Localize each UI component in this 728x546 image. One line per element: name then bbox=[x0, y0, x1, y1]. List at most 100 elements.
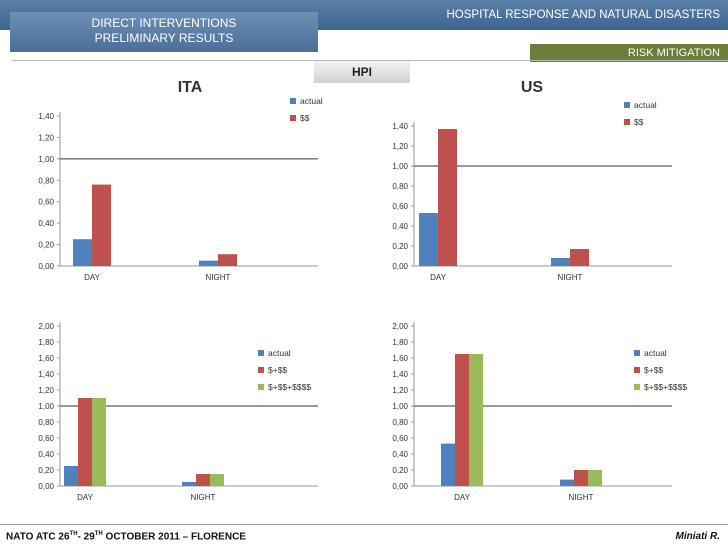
x-tick-label: DAY bbox=[84, 273, 101, 282]
y-tick-label: 1,00 bbox=[38, 402, 54, 411]
x-tick-label: NIGHT bbox=[191, 493, 216, 502]
bar-actual-night bbox=[199, 260, 218, 266]
footer-divider bbox=[0, 524, 728, 525]
legend-swatch bbox=[258, 367, 264, 373]
legend-label: actual bbox=[268, 348, 291, 358]
y-tick-label: 2,00 bbox=[392, 322, 408, 331]
section-line-1: DIRECT INTERVENTIONS bbox=[91, 16, 237, 30]
chart-us: US 0,00 0,20 0,40 0,60 0,80 1,00 1,20 1,40 DAY NIG… bbox=[392, 79, 672, 282]
x-tick-label: NIGHT bbox=[558, 273, 583, 282]
section-line-2: PRELIMINARY RESULTS bbox=[94, 31, 234, 45]
y-tick-label: 1,00 bbox=[392, 402, 408, 411]
legend-label: actual bbox=[634, 100, 657, 110]
x-tick-label: NIGHT bbox=[206, 273, 231, 282]
y-tick-label: 0,40 bbox=[392, 222, 408, 231]
legend-label: $+$$+$$$$ bbox=[644, 382, 687, 392]
bar-$$-day bbox=[438, 129, 457, 266]
legend-label: $+$$ bbox=[644, 365, 663, 375]
y-tick-label: 1,40 bbox=[38, 112, 54, 121]
legend-swatch bbox=[624, 102, 630, 108]
legend-swatch bbox=[258, 350, 264, 356]
bar-actual-day bbox=[64, 466, 78, 486]
y-tick-label: 1,80 bbox=[38, 338, 54, 347]
bar-$+$$+$$$$-day bbox=[92, 398, 106, 486]
legend-label: $$ bbox=[634, 117, 644, 127]
y-tick-label: 2,00 bbox=[38, 322, 54, 331]
y-tick-label: 0,00 bbox=[38, 262, 54, 271]
x-tick-label: DAY bbox=[454, 493, 471, 502]
y-tick-label: 0,00 bbox=[38, 482, 54, 491]
bar-$$-night bbox=[570, 249, 589, 266]
x-tick-label: DAY bbox=[77, 493, 94, 502]
y-tick-label: 0,60 bbox=[38, 434, 54, 443]
bar-$$-day bbox=[92, 184, 111, 266]
risk-mitigation-bar: RISK MITIGATION bbox=[530, 44, 728, 62]
bar-$+$$+$$$$-day bbox=[469, 354, 483, 486]
bar-actual-day bbox=[73, 239, 92, 266]
hpi-label: HPI bbox=[314, 61, 410, 83]
y-tick-label: 1,40 bbox=[38, 370, 54, 379]
legend-swatch bbox=[634, 350, 640, 356]
bar-$+$$-night bbox=[196, 474, 210, 486]
chart-ita-scenarios: 0,00 0,20 0,40 0,60 0,80 1,00 1,20 1,40 1,60 1,80… bbox=[38, 322, 318, 502]
chart-1-group: US 0,00 0,20 0,40 0,60 0,80 1,00 1,20 1,40 DAY NIG… bbox=[392, 79, 672, 282]
y-tick-label: 1,80 bbox=[392, 338, 408, 347]
y-tick-label: 1,00 bbox=[38, 155, 54, 164]
y-tick-label: 1,20 bbox=[392, 386, 408, 395]
footer-event: NATO ATC 26TH- 29TH OCTOBER 2011 – FLORE… bbox=[6, 531, 246, 543]
legend-label: $+$$+$$$$ bbox=[268, 382, 311, 392]
x-tick-label: DAY bbox=[430, 273, 447, 282]
legend-swatch bbox=[634, 384, 640, 390]
y-tick-label: 1,00 bbox=[392, 162, 408, 171]
y-tick-label: 0,20 bbox=[392, 242, 408, 251]
chart-0-group: ITA 0,00 0,20 0,40 0,60 0,80 1,00 1,20 1,40 DAY NI… bbox=[38, 79, 322, 282]
footer-author: Miniati R. bbox=[675, 531, 720, 542]
bar-actual-day bbox=[419, 213, 438, 266]
y-tick-label: 0,80 bbox=[392, 418, 408, 427]
y-tick-label: 0,40 bbox=[38, 219, 54, 228]
y-tick-label: 1,40 bbox=[392, 370, 408, 379]
bar-actual-night bbox=[551, 258, 570, 266]
y-tick-label: 0,40 bbox=[392, 450, 408, 459]
bar-$+$$-day bbox=[78, 398, 92, 486]
chart-2-group: 0,00 0,20 0,40 0,60 0,80 1,00 1,20 1,40 1,60 1,80… bbox=[38, 322, 318, 502]
chart-title: US bbox=[521, 79, 544, 96]
bar-$+$$-night bbox=[574, 470, 588, 486]
chart-title: ITA bbox=[178, 79, 203, 96]
y-tick-label: 0,60 bbox=[392, 202, 408, 211]
y-tick-label: 0,00 bbox=[392, 482, 408, 491]
bar-actual-night bbox=[182, 482, 196, 486]
bar-$+$$+$$$$-night bbox=[210, 474, 224, 486]
legend-label: $$ bbox=[300, 113, 310, 123]
y-tick-label: 1,20 bbox=[38, 386, 54, 395]
legend-swatch bbox=[290, 98, 296, 104]
y-tick-label: 0,00 bbox=[392, 262, 408, 271]
section-header: DIRECT INTERVENTIONS PRELIMINARY RESULTS bbox=[10, 12, 318, 52]
bar-$+$$+$$$$-night bbox=[588, 470, 602, 486]
y-tick-label: 1,20 bbox=[392, 142, 408, 151]
bar-actual-night bbox=[560, 479, 574, 486]
y-tick-label: 0,60 bbox=[38, 198, 54, 207]
presentation-title: HOSPITAL RESPONSE AND NATURAL DISASTERS bbox=[446, 9, 720, 21]
legend-swatch bbox=[634, 367, 640, 373]
y-tick-label: 0,20 bbox=[38, 241, 54, 250]
y-tick-label: 0,80 bbox=[392, 182, 408, 191]
legend-swatch bbox=[290, 115, 296, 121]
bar-$$-night bbox=[218, 254, 237, 266]
y-tick-label: 1,60 bbox=[392, 354, 408, 363]
legend-swatch bbox=[624, 119, 630, 125]
y-tick-label: 0,60 bbox=[392, 434, 408, 443]
chart-us-scenarios: 0,00 0,20 0,40 0,60 0,80 1,00 1,20 1,40 1,60 1,80… bbox=[392, 322, 687, 502]
bar-actual-day bbox=[441, 443, 455, 486]
y-tick-label: 0,40 bbox=[38, 450, 54, 459]
y-tick-label: 1,20 bbox=[38, 133, 54, 142]
y-tick-label: 1,40 bbox=[392, 122, 408, 131]
y-tick-label: 0,20 bbox=[38, 466, 54, 475]
y-tick-label: 1,60 bbox=[38, 354, 54, 363]
bar-$+$$-day bbox=[455, 354, 469, 486]
y-tick-label: 0,20 bbox=[392, 466, 408, 475]
legend-label: $+$$ bbox=[268, 365, 287, 375]
y-tick-label: 0,80 bbox=[38, 176, 54, 185]
x-tick-label: NIGHT bbox=[569, 493, 594, 502]
chart-ita: ITA 0,00 0,20 0,40 0,60 0,80 1,00 1,20 1,40 DAY NI… bbox=[38, 79, 322, 282]
